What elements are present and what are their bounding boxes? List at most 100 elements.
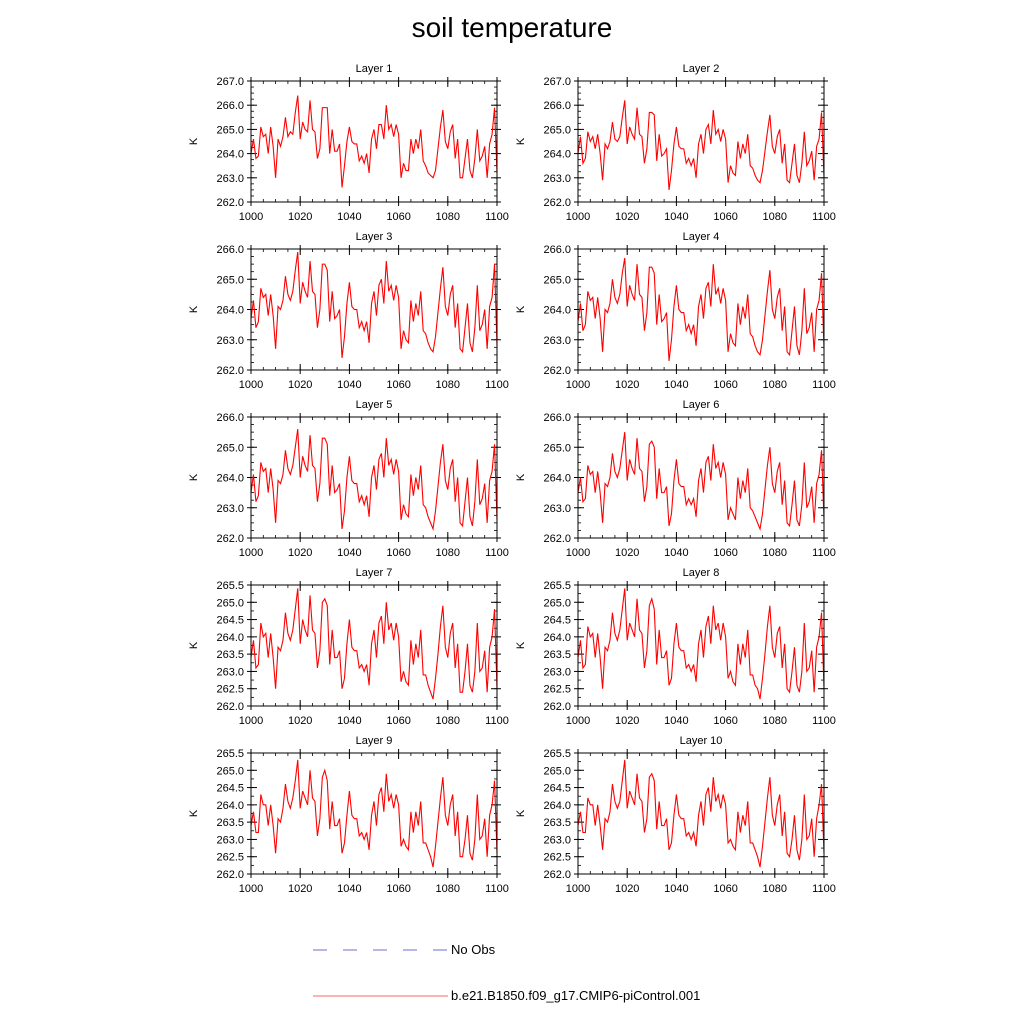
y-tick-label: 262.0 [216, 197, 244, 209]
x-tick-label: 1040 [337, 547, 361, 559]
x-tick-label: 1060 [713, 547, 737, 559]
y-tick-label: 264.0 [543, 305, 571, 317]
x-tick-label: 1060 [386, 715, 410, 727]
x-tick-label: 1100 [485, 379, 509, 391]
panel-layer-10: Layer 10 1000 1020 1040 1060 1080 1100 262.0 262… [515, 735, 836, 895]
y-axis-label: K [515, 641, 527, 649]
y-tick-label: 265.0 [543, 124, 571, 136]
x-tick-label: 1080 [763, 547, 787, 559]
y-tick-label: 265.0 [216, 765, 244, 777]
x-tick-label: 1000 [566, 547, 590, 559]
x-tick-label: 1100 [812, 547, 836, 559]
x-tick-label: 1000 [239, 883, 263, 895]
x-tick-label: 1040 [664, 883, 688, 895]
y-axis-label: K [188, 641, 200, 649]
x-tick-label: 1080 [436, 379, 460, 391]
x-tick-label: 1000 [239, 715, 263, 727]
x-tick-label: 1080 [436, 883, 460, 895]
x-tick-label: 1080 [436, 715, 460, 727]
x-tick-label: 1000 [566, 883, 590, 895]
y-tick-label: 265.5 [216, 580, 244, 592]
x-tick-label: 1000 [566, 715, 590, 727]
x-tick-label: 1000 [566, 379, 590, 391]
y-tick-label: 266.0 [216, 244, 244, 256]
y-tick-label: 264.0 [216, 632, 244, 644]
x-tick-label: 1080 [763, 211, 787, 223]
plot-frame [250, 416, 498, 539]
y-tick-label: 263.0 [543, 173, 571, 185]
y-tick-label: 265.5 [543, 748, 571, 760]
series-line [577, 759, 825, 868]
panel-title: Layer 3 [356, 231, 393, 243]
x-tick-label: 1020 [288, 379, 312, 391]
y-tick-label: 263.0 [216, 834, 244, 846]
y-tick-label: 263.0 [216, 173, 244, 185]
x-tick-label: 1020 [288, 715, 312, 727]
series-line [577, 257, 825, 361]
plot-frame [577, 416, 825, 539]
y-axis-label: K [188, 473, 200, 481]
x-tick-label: 1000 [239, 211, 263, 223]
y-tick-label: 264.0 [216, 473, 244, 485]
y-tick-label: 264.0 [543, 149, 571, 161]
y-tick-label: 264.5 [543, 615, 571, 627]
x-tick-label: 1100 [485, 547, 509, 559]
x-tick-label: 1040 [337, 379, 361, 391]
y-tick-label: 265.0 [216, 274, 244, 286]
y-tick-label: 267.0 [216, 76, 244, 88]
panel-title: Layer 1 [356, 63, 393, 75]
x-tick-label: 1020 [615, 547, 639, 559]
plot-frame [250, 80, 498, 203]
y-axis-label: K [188, 305, 200, 313]
series-line [577, 432, 825, 531]
y-tick-label: 265.5 [216, 748, 244, 760]
y-tick-label: 265.0 [216, 124, 244, 136]
y-tick-label: 262.5 [216, 684, 244, 696]
x-tick-label: 1040 [664, 379, 688, 391]
panel-title: Layer 8 [683, 567, 720, 579]
y-tick-label: 262.0 [543, 701, 571, 713]
y-tick-label: 265.0 [543, 765, 571, 777]
y-tick-label: 262.0 [216, 533, 244, 545]
x-tick-label: 1000 [239, 547, 263, 559]
y-tick-label: 263.0 [543, 503, 571, 515]
series-line [250, 588, 498, 700]
panel-title: Layer 2 [683, 63, 720, 75]
y-tick-label: 262.5 [216, 852, 244, 864]
y-tick-label: 263.0 [543, 666, 571, 678]
x-tick-label: 1100 [812, 883, 836, 895]
legend-model-label: b.e21.B1850.f09_g17.CMIP6-piControl.001 [451, 988, 701, 1003]
plot-frame [250, 752, 498, 875]
figure-title: soil temperature [411, 12, 613, 43]
x-tick-label: 1060 [386, 547, 410, 559]
y-axis-label: K [515, 137, 527, 145]
x-tick-label: 1040 [664, 715, 688, 727]
x-tick-label: 1020 [615, 883, 639, 895]
x-tick-label: 1100 [812, 379, 836, 391]
y-tick-label: 262.0 [543, 533, 571, 545]
series-line [250, 95, 498, 188]
y-tick-label: 266.0 [543, 412, 571, 424]
panel-title: Layer 4 [683, 231, 720, 243]
legend-obs-label: No Obs [451, 942, 496, 957]
y-tick-label: 262.0 [543, 869, 571, 881]
series-line [577, 588, 825, 700]
x-tick-label: 1040 [337, 715, 361, 727]
plot-frame [250, 248, 498, 371]
y-tick-label: 266.0 [543, 244, 571, 256]
y-tick-label: 262.0 [216, 365, 244, 377]
x-tick-label: 1080 [763, 379, 787, 391]
y-tick-label: 262.0 [543, 365, 571, 377]
x-tick-label: 1080 [763, 715, 787, 727]
y-axis-label: K [188, 137, 200, 145]
panel-layer-4: Layer 4 1000 1020 1040 1060 1080 1100 262.0 263.… [515, 231, 836, 391]
plot-frame [577, 80, 825, 203]
series-line [250, 429, 498, 532]
panel-layer-5: Layer 5 1000 1020 1040 1060 1080 1100 262.0 263.… [188, 399, 509, 559]
y-tick-label: 266.0 [543, 100, 571, 112]
y-tick-label: 264.0 [543, 800, 571, 812]
x-tick-label: 1100 [485, 211, 509, 223]
panel-layer-2: Layer 2 1000 1020 1040 1060 1080 1100 262.0 263.… [515, 63, 836, 223]
y-tick-label: 266.0 [216, 412, 244, 424]
y-tick-label: 262.0 [543, 197, 571, 209]
